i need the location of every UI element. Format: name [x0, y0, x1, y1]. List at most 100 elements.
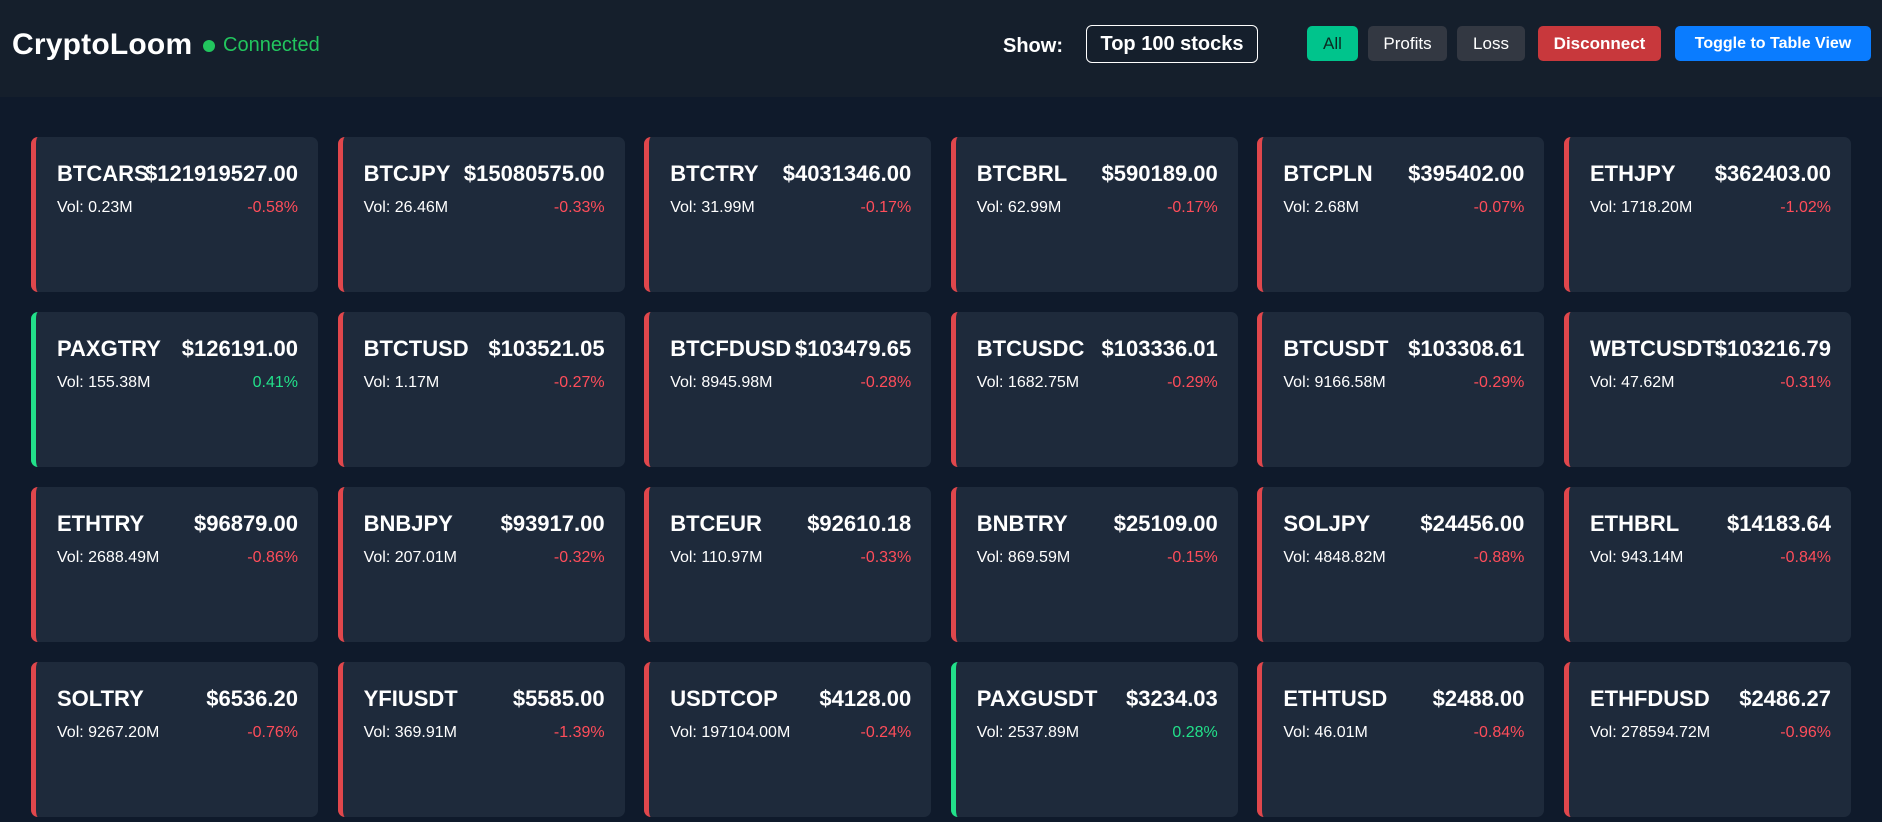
ticker-change: -0.31% [1780, 374, 1831, 391]
ticker-card[interactable]: WBTCUSDT $103216.79 Vol: 47.62M -0.31% [1563, 312, 1851, 467]
ticker-volume: Vol: 369.91M [363, 724, 457, 741]
ticker-volume: Vol: 31.99M [670, 199, 755, 216]
ticker-price: $395402.00 [1408, 161, 1525, 186]
ticker-symbol: BTCUSDT [1283, 336, 1389, 361]
ticker-change: -0.28% [860, 374, 912, 391]
ticker-card[interactable]: BNBTRY $25109.00 Vol: 869.59M -0.15% [950, 487, 1238, 642]
show-label: Show: [1003, 35, 1063, 57]
ticker-volume: Vol: 46.01M [1283, 724, 1368, 741]
ticker-card[interactable]: BTCEUR $92610.18 Vol: 110.97M -0.33% [644, 487, 932, 642]
app-logo: CryptoLoom [12, 28, 193, 61]
ticker-card[interactable]: ETHTUSD $2488.00 Vol: 46.01M -0.84% [1257, 662, 1545, 817]
ticker-symbol: ETHTRY [57, 511, 145, 536]
profits-filter-button[interactable]: Profits [1368, 26, 1447, 61]
ticker-price: $362403.00 [1714, 161, 1831, 186]
ticker-price: $15080575.00 [463, 161, 605, 186]
ticker-card[interactable]: BTCTRY $4031346.00 Vol: 31.99M -0.17% [644, 137, 932, 292]
ticker-symbol: YFIUSDT [363, 686, 458, 711]
connection-status-label: Connected [223, 34, 320, 56]
ticker-change: 0.28% [1172, 724, 1218, 741]
all-filter-button[interactable]: All [1307, 26, 1358, 61]
ticker-symbol: BTCBRL [976, 161, 1068, 186]
ticker-symbol: BTCJPY [363, 161, 451, 186]
ticker-card[interactable]: BTCFDUSD $103479.65 Vol: 8945.98M -0.28% [644, 312, 932, 467]
ticker-volume: Vol: 1718.20M [1589, 199, 1693, 216]
ticker-symbol: PAXGTRY [57, 336, 161, 361]
ticker-grid: BTCARS $121919527.00 Vol: 0.23M -0.58% BTCJP… [31, 137, 1851, 817]
ticker-volume: Vol: 110.97M [670, 549, 763, 566]
ticker-price: $2486.27 [1739, 686, 1831, 711]
ticker-card[interactable]: PAXGUSDT $3234.03 Vol: 2537.89M 0.28% [950, 662, 1238, 817]
ticker-price: $5585.00 [512, 686, 605, 711]
ticker-volume: Vol: 9267.20M [57, 724, 160, 741]
ticker-price: $103308.61 [1408, 336, 1525, 361]
loss-filter-button[interactable]: Loss [1457, 26, 1525, 61]
ticker-symbol: BNBTRY [976, 511, 1068, 536]
ticker-volume: Vol: 2.68M [1283, 199, 1359, 216]
ticker-change: -0.76% [247, 724, 298, 741]
ticker-volume: Vol: 2688.49M [57, 549, 160, 566]
ticker-change: -0.84% [1780, 549, 1831, 566]
disconnect-button[interactable]: Disconnect [1538, 26, 1661, 61]
toggle-table-view-button[interactable]: Toggle to Table View [1675, 26, 1871, 61]
ticker-change: -0.07% [1473, 199, 1525, 216]
ticker-card[interactable]: YFIUSDT $5585.00 Vol: 369.91M -1.39% [337, 662, 625, 817]
ticker-card[interactable]: SOLJPY $24456.00 Vol: 4848.82M -0.88% [1257, 487, 1545, 642]
ticker-card[interactable]: ETHBRL $14183.64 Vol: 943.14M -0.84% [1563, 487, 1851, 642]
ticker-price: $96879.00 [194, 511, 298, 536]
ticker-symbol: ETHTUSD [1283, 686, 1388, 711]
ticker-card[interactable]: BTCUSDT $103308.61 Vol: 9166.58M -0.29% [1257, 312, 1545, 467]
ticker-volume: Vol: 207.01M [363, 549, 457, 566]
ticker-symbol: BTCTRY [670, 161, 759, 186]
ticker-change: -0.58% [247, 199, 298, 216]
ticker-card[interactable]: ETHFDUSD $2486.27 Vol: 278594.72M -0.96% [1563, 662, 1851, 817]
ticker-volume: Vol: 943.14M [1589, 549, 1684, 566]
ticker-change: -0.33% [553, 199, 605, 216]
ticker-change: -0.15% [1167, 549, 1218, 566]
ticker-volume: Vol: 0.23M [57, 199, 133, 216]
ticker-volume: Vol: 1.17M [363, 374, 440, 391]
ticker-price: $103521.05 [488, 336, 605, 361]
ticker-card[interactable]: BTCTUSD $103521.05 Vol: 1.17M -0.27% [337, 312, 625, 467]
ticker-volume: Vol: 26.46M [363, 199, 449, 216]
ticker-change: -0.27% [553, 374, 605, 391]
ticker-card[interactable]: ETHTRY $96879.00 Vol: 2688.49M -0.86% [31, 487, 318, 642]
status-dot-icon [203, 39, 215, 52]
ticker-change: -1.39% [553, 724, 605, 741]
ticker-card[interactable]: ETHJPY $362403.00 Vol: 1718.20M -1.02% [1563, 137, 1851, 292]
ticker-card[interactable]: BTCBRL $590189.00 Vol: 62.99M -0.17% [950, 137, 1238, 292]
ticker-change: -0.17% [1167, 199, 1218, 216]
ticker-volume: Vol: 4848.82M [1283, 549, 1386, 566]
ticker-price: $6536.20 [206, 686, 298, 711]
filter-select[interactable]: Top 100 stocks [1086, 25, 1258, 63]
ticker-symbol: BTCTUSD [363, 336, 469, 361]
ticker-volume: Vol: 47.62M [1589, 374, 1675, 391]
ticker-price: $103336.01 [1101, 336, 1218, 361]
ticker-volume: Vol: 1682.75M [976, 374, 1080, 391]
ticker-card[interactable]: USDTCOP $4128.00 Vol: 197104.00M -0.24% [644, 662, 932, 817]
ticker-price: $103479.65 [794, 336, 912, 361]
ticker-card[interactable]: BTCARS $121919527.00 Vol: 0.23M -0.58% [31, 137, 318, 292]
ticker-change: -0.32% [553, 549, 605, 566]
ticker-volume: Vol: 155.38M [57, 374, 151, 391]
ticker-volume: Vol: 278594.72M [1589, 724, 1711, 741]
ticker-price: $2488.00 [1432, 686, 1525, 711]
ticker-card[interactable]: BTCPLN $395402.00 Vol: 2.68M -0.07% [1257, 137, 1545, 292]
ticker-volume: Vol: 9166.58M [1283, 374, 1386, 391]
ticker-symbol: ETHBRL [1589, 511, 1680, 536]
ticker-volume: Vol: 8945.98M [670, 374, 773, 391]
ticker-symbol: BTCUSDC [976, 336, 1085, 361]
ticker-change: -0.88% [1473, 549, 1525, 566]
ticker-card[interactable]: BTCUSDC $103336.01 Vol: 1682.75M -0.29% [950, 312, 1238, 467]
ticker-volume: Vol: 2537.89M [976, 724, 1080, 741]
connection-status: Connected [203, 34, 320, 57]
ticker-card[interactable]: BNBJPY $93917.00 Vol: 207.01M -0.32% [337, 487, 625, 642]
ticker-card[interactable]: BTCJPY $15080575.00 Vol: 26.46M -0.33% [337, 137, 625, 292]
ticker-change: -0.84% [1473, 724, 1525, 741]
ticker-symbol: BNBJPY [363, 511, 453, 536]
ticker-card[interactable]: SOLTRY $6536.20 Vol: 9267.20M -0.76% [31, 662, 318, 817]
ticker-price: $103216.79 [1714, 336, 1831, 361]
ticker-card[interactable]: PAXGTRY $126191.00 Vol: 155.38M 0.41% [31, 312, 318, 467]
ticker-symbol: BTCPLN [1283, 161, 1373, 186]
ticker-symbol: ETHFDUSD [1589, 686, 1710, 711]
